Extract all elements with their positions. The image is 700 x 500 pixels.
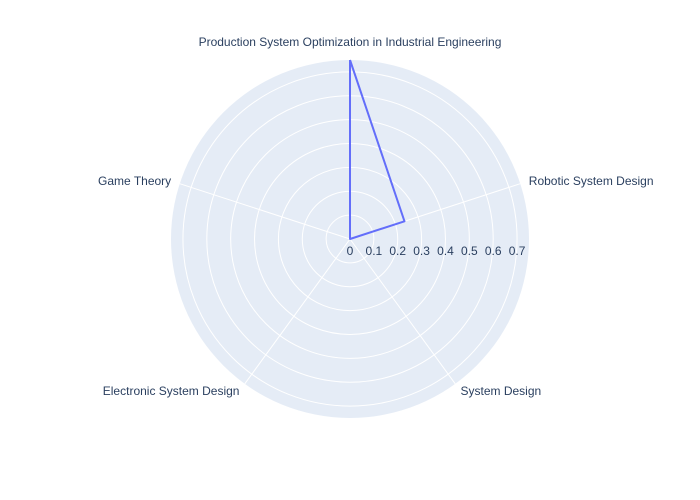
category-label: System Design bbox=[461, 384, 542, 398]
radial-tick-label: 0.5 bbox=[461, 244, 478, 258]
angular-gridline bbox=[349, 238, 456, 385]
radial-tick-label: 0.4 bbox=[437, 244, 454, 258]
angular-gridline bbox=[244, 238, 351, 385]
radial-tick-label: 0.3 bbox=[413, 244, 430, 258]
radial-tick-label: 0.6 bbox=[485, 244, 502, 258]
radial-tick-label: 0.1 bbox=[366, 244, 383, 258]
angular-gridline bbox=[179, 183, 351, 240]
category-label: Production System Optimization in Indust… bbox=[199, 35, 502, 49]
series-line bbox=[349, 59, 406, 240]
category-label: Robotic System Design bbox=[529, 174, 654, 188]
radial-tick-label: 0 bbox=[347, 244, 354, 258]
radial-tick-label: 0.2 bbox=[389, 244, 406, 258]
data-traces bbox=[349, 59, 406, 240]
radial-tick-label: 0.7 bbox=[509, 244, 526, 258]
axis-labels: 0 0.1 0.2 0.3 0.4 0.5 0.6 0.7 Production System … bbox=[98, 35, 653, 398]
category-label: Game Theory bbox=[98, 174, 171, 188]
category-label: Electronic System Design bbox=[103, 384, 240, 398]
